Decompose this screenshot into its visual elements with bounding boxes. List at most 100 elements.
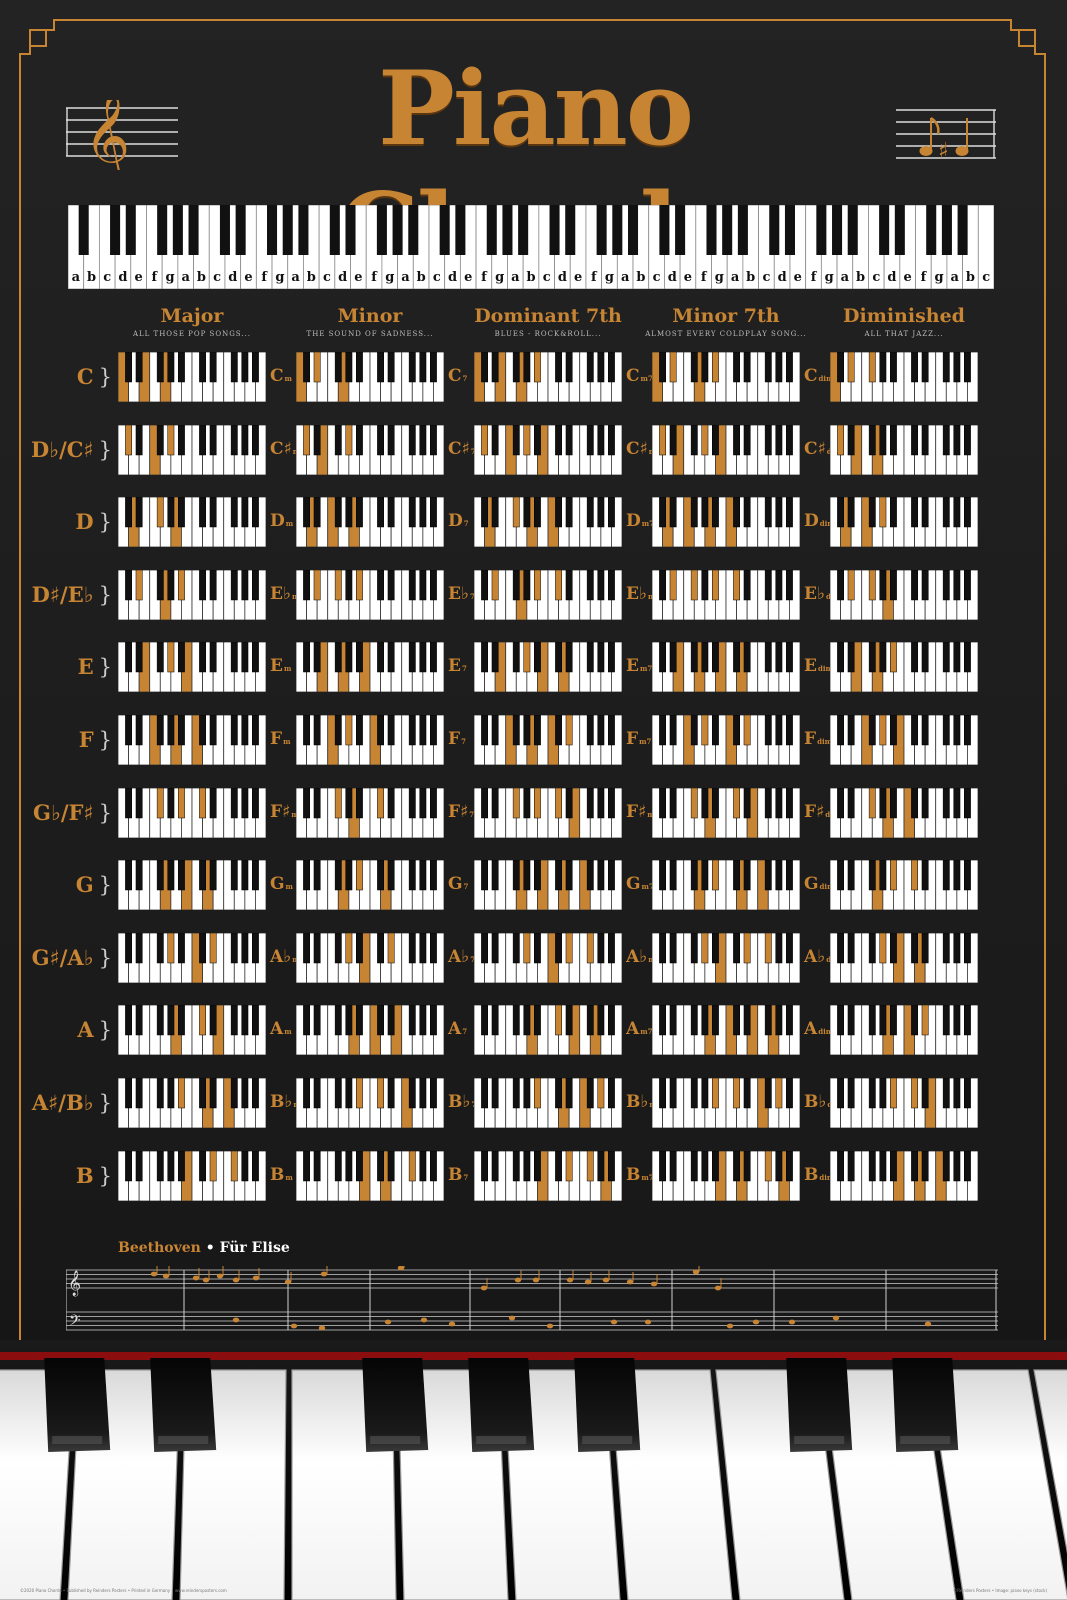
photo-white-key — [1033, 1369, 1067, 1555]
pressed-black-key — [199, 787, 206, 818]
black-key — [565, 1005, 573, 1036]
black-key — [565, 1078, 573, 1109]
pressed-black-key — [167, 642, 175, 673]
black-key — [690, 932, 698, 964]
column-header: Minor THE SOUND OF SADNESS... — [280, 305, 460, 338]
black-key — [712, 1005, 719, 1036]
black-key — [356, 497, 363, 528]
strip-black-key — [879, 205, 890, 255]
black-key — [387, 860, 395, 891]
black-key — [608, 352, 615, 383]
black-key — [879, 352, 887, 383]
chord-keyboard — [118, 1005, 266, 1056]
chord-keyboard — [118, 642, 266, 693]
black-key — [911, 787, 918, 818]
black-key — [167, 860, 175, 891]
black-key — [764, 497, 772, 528]
pressed-black-key — [890, 642, 897, 673]
piano-photo — [0, 1340, 1067, 1600]
black-key — [586, 715, 594, 746]
black-key — [345, 1078, 353, 1109]
chord-suffix: dim — [819, 882, 835, 892]
black-key — [481, 1150, 488, 1181]
black-key — [534, 1150, 541, 1181]
black-key — [156, 932, 164, 964]
root-note-name: C — [76, 364, 94, 389]
pressed-black-key — [209, 932, 217, 964]
note-head — [692, 1269, 700, 1275]
pressed-black-key — [167, 424, 175, 455]
black-key — [125, 497, 132, 528]
black-key — [252, 1005, 259, 1036]
black-key — [690, 860, 698, 891]
chord-suffix: m7 — [641, 1172, 654, 1182]
strip-black-key — [78, 205, 89, 255]
black-key — [890, 352, 897, 383]
strip-key-letter: f — [591, 270, 598, 285]
pressed-black-key — [597, 1078, 605, 1109]
chord-label: Edim — [804, 656, 833, 676]
black-key — [669, 1150, 677, 1181]
chord-root: F — [804, 729, 817, 749]
black-key — [953, 715, 961, 746]
strip-key-letter: c — [872, 270, 880, 285]
black-key — [241, 1078, 249, 1109]
black-key — [847, 1005, 855, 1036]
black-key — [690, 715, 698, 746]
black-key — [230, 642, 238, 673]
black-key — [178, 932, 185, 964]
black-key — [156, 569, 164, 601]
pressed-black-key — [701, 424, 709, 455]
black-key — [241, 1150, 249, 1181]
black-key — [597, 932, 605, 964]
black-key — [252, 787, 259, 818]
chord-suffix: dim — [819, 1172, 835, 1182]
black-key — [230, 569, 238, 601]
black-key — [430, 715, 437, 746]
strip-key-letter: b — [966, 270, 975, 285]
strip-black-key — [832, 205, 843, 255]
pressed-black-key — [701, 715, 709, 746]
black-key — [608, 642, 615, 673]
black-key — [847, 1078, 855, 1109]
black-key — [775, 352, 783, 383]
chord-label: Bm7 — [626, 1165, 654, 1185]
black-key — [313, 1005, 321, 1036]
black-key — [608, 497, 615, 528]
chord-suffix: 7 — [463, 519, 469, 529]
strip-key-letter: b — [417, 270, 426, 285]
black-key — [209, 497, 217, 528]
black-key — [167, 787, 175, 818]
pressed-black-key — [690, 569, 698, 601]
column-subtitle: ALL THAT JAZZ... — [864, 330, 944, 338]
black-key — [481, 787, 488, 818]
black-key — [230, 424, 238, 455]
black-key — [534, 860, 541, 891]
black-key — [608, 715, 615, 746]
strip-black-key — [596, 205, 607, 255]
pressed-black-key — [712, 860, 719, 891]
black-key — [156, 424, 164, 455]
row-root-label: A♯/B♭} — [30, 1090, 112, 1115]
chord-keyboard — [118, 715, 266, 765]
black-key — [786, 1150, 793, 1181]
black-key — [786, 352, 793, 383]
strip-key-letter: b — [526, 270, 535, 285]
row-root-label: D♯/E♭} — [30, 582, 112, 607]
chord-keyboard — [296, 932, 444, 983]
black-key — [555, 642, 562, 673]
black-key — [209, 860, 217, 891]
black-key — [837, 1005, 844, 1036]
row-bracket: } — [98, 1163, 112, 1188]
pressed-black-key — [555, 787, 562, 818]
chord-keyboard — [296, 497, 444, 548]
pressed-black-key — [659, 424, 666, 455]
pressed-black-key — [313, 352, 321, 383]
note-head — [532, 1277, 540, 1283]
pressed-black-key — [712, 1078, 719, 1109]
black-key — [775, 787, 783, 818]
black-key — [764, 569, 772, 601]
strip-black-key — [627, 205, 639, 255]
root-note-name: D♭/C♯ — [30, 436, 94, 462]
black-key — [167, 1150, 175, 1181]
